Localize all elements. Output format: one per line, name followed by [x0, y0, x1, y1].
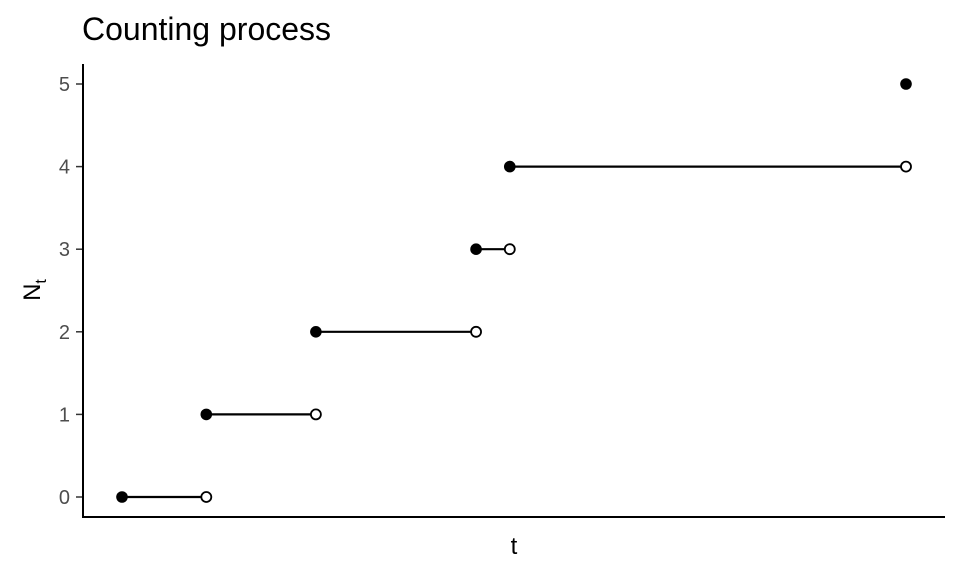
y-tick-label: 5 — [59, 74, 70, 96]
open-endpoint — [503, 243, 516, 256]
open-endpoint — [200, 491, 213, 503]
y-tick-label: 4 — [59, 157, 70, 179]
closed-endpoint — [470, 243, 482, 255]
data-points — [116, 78, 912, 503]
closed-endpoint — [503, 160, 516, 173]
open-endpoint — [900, 160, 912, 173]
y-axis-title-main: N — [19, 284, 46, 301]
y-tick-label: 0 — [59, 487, 70, 509]
x-axis-title: t — [511, 533, 518, 560]
y-axis-title-subscript: t — [33, 279, 50, 284]
final-point — [900, 78, 912, 90]
step-segments — [122, 165, 906, 499]
open-endpoint — [309, 408, 322, 421]
closed-endpoint — [200, 408, 213, 421]
y-tick-label: 2 — [59, 322, 70, 344]
y-axis-ticks: 0 1 2 3 4 5 — [59, 74, 82, 509]
closed-endpoint — [116, 491, 128, 503]
y-tick-label: 1 — [59, 404, 70, 426]
y-tick-label: 3 — [59, 239, 70, 261]
closed-endpoint — [310, 326, 322, 338]
chart-title: Counting process — [82, 11, 331, 47]
y-axis-title: Nt — [19, 279, 50, 301]
open-endpoint — [470, 325, 482, 338]
